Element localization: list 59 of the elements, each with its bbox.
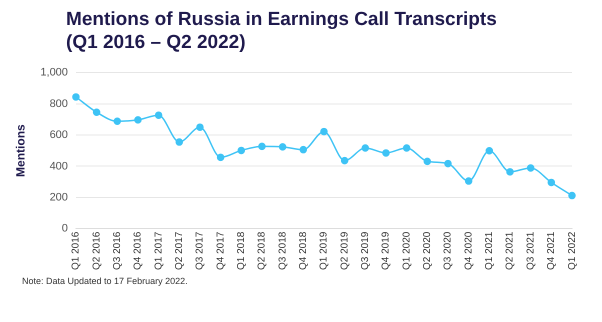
point [72,93,80,101]
x-tick-label: Q1 2018 [236,231,248,270]
point [92,108,100,116]
chart-title: Mentions of Russia in Earnings Call Transcripts (Q1 2016 – Q2 2022) [66,8,497,54]
point [320,128,328,136]
point [362,144,370,152]
point [216,154,224,162]
x-tick-label: Q3 2021 [525,231,536,270]
point [506,168,514,176]
point [196,123,204,131]
x-tick-label: Q2 2019 [339,231,350,270]
x-tick-label: Q1 2016 [70,231,82,270]
x-tick-label: Q1 2021 [484,231,496,270]
x-tick-label: Q3 2016 [112,231,124,270]
x-tick-label: Q4 2019 [380,231,392,270]
point [340,156,348,164]
point [278,143,286,151]
point [526,164,534,172]
x-tick-label: Q2 2017 [174,231,186,270]
y-tick-label: 600 [50,129,68,142]
x-tick-label: Q3 2018 [277,231,288,270]
point [258,142,266,150]
point [444,160,452,168]
point [402,144,410,152]
y-tick-label: 800 [50,98,68,110]
x-tick-label: Q3 2017 [194,231,206,270]
y-tick-label: 200 [50,191,68,204]
x-tick-label: Q2 2018 [256,231,268,270]
x-tick-label: Q2 2020 [422,231,434,270]
x-tick-label: Q3 2019 [360,231,372,270]
y-axis-title: Mentions [14,124,28,177]
point [154,111,162,119]
point [238,146,246,154]
y-tick-label: 400 [50,160,68,172]
x-tick-label: Q2 2016 [91,231,102,270]
point [176,138,184,146]
x-tick-label: Q1 2017 [153,231,164,270]
x-tick-label: Q4 2018 [298,231,310,270]
y-tick-label: 0 [62,222,68,235]
x-tick-label: Q1 2022 [566,231,578,270]
x-tick-label: Q4 2020 [463,231,474,270]
x-tick-label: Q4 2017 [215,231,226,270]
point [114,118,122,126]
x-tick-label: Q1 2020 [401,231,412,270]
y-tick-label: 1,000 [40,66,68,79]
text: Note: Data Updated to 17 February 2022. [22,276,188,286]
x-tick-label: Q3 2020 [442,231,454,270]
point [382,149,390,157]
point [486,147,494,155]
point [134,116,142,124]
point [424,158,432,166]
x-tick-label: Q2 2021 [504,231,516,270]
point [464,177,472,185]
point [568,192,576,200]
x-tick-label: Q1 2019 [318,231,330,270]
x-tick-label: Q4 2016 [132,231,144,270]
point [300,146,308,154]
point [548,178,556,186]
x-tick-label: Q4 2021 [546,231,558,270]
